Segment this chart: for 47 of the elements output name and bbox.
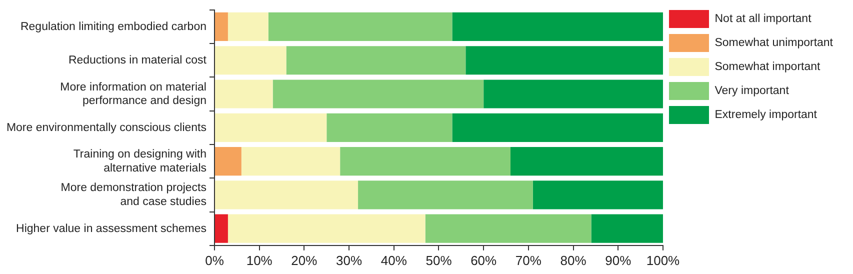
x-tick-label: 10% (246, 252, 273, 268)
bar (241, 146, 340, 176)
y-tick-label: More environmentally conscious clients (6, 122, 207, 134)
y-tick-label: More information on material performance and design (60, 81, 206, 108)
legend-label: Extremely important (714, 109, 818, 122)
bar (228, 214, 426, 243)
bar (452, 113, 663, 142)
x-tick-label: 60% (470, 252, 498, 268)
bar (532, 180, 663, 210)
x-tick-label: 90% (605, 252, 632, 268)
bar (466, 46, 663, 75)
bar (272, 80, 484, 108)
legend-label: Somewhat unimportant (714, 37, 834, 50)
x-tick-label: 80% (560, 252, 587, 268)
y-tick-label: Training on designing with alternative materials (73, 148, 207, 174)
bar (452, 12, 663, 42)
bar (591, 214, 663, 243)
legend-label: Very important (714, 85, 790, 98)
y-tick-label: Reductions in material cost (68, 54, 208, 67)
bar (340, 146, 511, 176)
bar (215, 12, 228, 42)
legend-label: Somewhat important (714, 61, 822, 74)
x-tick-label: 50% (426, 252, 452, 268)
bar (425, 214, 592, 243)
y-tick-label: Higher value in assessment schemes (16, 222, 207, 235)
bar (358, 180, 533, 210)
bar (268, 12, 452, 42)
bar (228, 12, 268, 42)
x-tick-label: 100% (646, 252, 680, 268)
y-tick-label: More demonstration projects and case studies (60, 182, 207, 208)
y-tick-label: Regulation limiting embodied carbon (20, 20, 206, 33)
bar (484, 80, 663, 108)
legend-label: Not at all important (714, 13, 812, 26)
x-tick-label: 40% (380, 252, 408, 268)
bar (215, 46, 286, 75)
x-tick-label: 20% (291, 252, 318, 268)
x-tick-label: 70% (515, 252, 542, 268)
bar (215, 180, 358, 210)
bar (510, 146, 663, 176)
x-tick-label: 30% (336, 252, 362, 268)
bar (326, 113, 452, 142)
bar (215, 113, 327, 142)
x-tick-label: 0% (205, 252, 224, 268)
bar (215, 214, 228, 243)
bar (215, 146, 242, 176)
bar (215, 80, 273, 108)
bar (286, 46, 466, 75)
